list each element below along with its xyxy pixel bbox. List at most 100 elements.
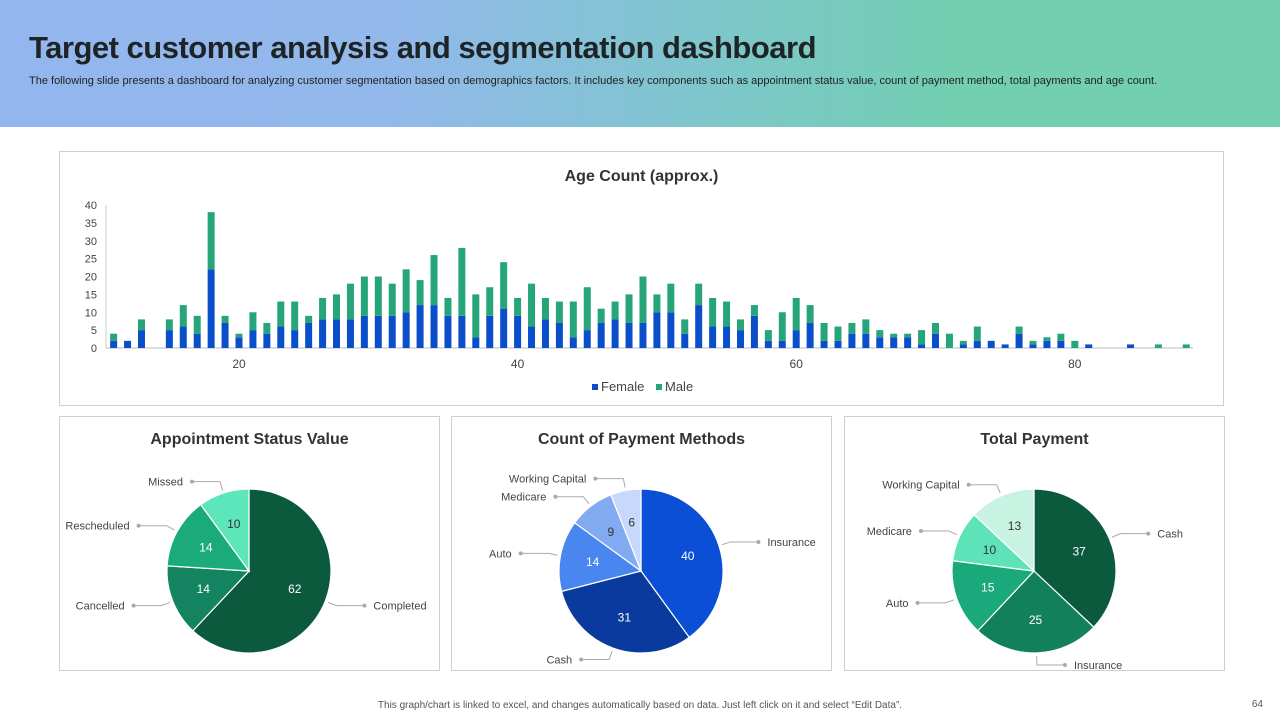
bar-male [207, 212, 215, 270]
bar-male [932, 322, 939, 334]
bar-male [834, 326, 842, 341]
bar-female [904, 337, 912, 348]
bar-female [736, 330, 744, 348]
bar-female [750, 315, 758, 348]
bar-male [458, 247, 466, 316]
total-payment-panel[interactable]: Total Payment 37 Cash 25 Insurance 15 Auto 10 M… [844, 416, 1225, 672]
bar-female [820, 340, 828, 348]
bar-female [430, 305, 438, 348]
bar-female [1085, 344, 1093, 348]
leader-dot [518, 551, 523, 556]
bar-male [959, 340, 967, 345]
bar-male [806, 305, 814, 323]
bar-female [458, 315, 466, 348]
age-count-chart-panel[interactable]: Age Count (approx.) 0 5 10 15 20 25 30 35 40 20 40… [59, 151, 1224, 406]
bar-female [541, 319, 549, 348]
bar-female [848, 333, 856, 348]
legend-swatch-female [592, 384, 598, 390]
pie-category-label: Working Capital [882, 480, 959, 492]
pie-slice-insurance [977, 570, 1095, 654]
bar-female [653, 312, 661, 348]
bar-male [625, 294, 633, 323]
legend-swatch-male [656, 384, 662, 390]
pie-value-label: 13 [1008, 519, 1022, 533]
bar-female [709, 326, 717, 348]
bar-female [625, 322, 633, 348]
pie-value-label: 31 [618, 610, 632, 624]
pie-category-label: Insurance [767, 537, 815, 549]
pie-value-label: 40 [681, 549, 695, 563]
total-payment-pie-chart: 37 Cash 25 Insurance 15 Auto 10 Medicare 13 Worki… [867, 480, 1183, 672]
leader-line [920, 530, 958, 536]
bar-male [792, 297, 800, 331]
y-tick-label: 30 [85, 236, 97, 248]
pie-value-label: 25 [1029, 613, 1043, 627]
bar-male [541, 297, 549, 320]
bar-female [1127, 344, 1135, 348]
bar-female [500, 308, 508, 348]
bar-female [221, 322, 229, 348]
leader-dot [593, 476, 598, 481]
bar-male [1071, 340, 1079, 348]
bar-female [179, 326, 187, 348]
leader-dot [966, 482, 971, 487]
bar-female [764, 340, 772, 348]
y-tick-label: 40 [85, 200, 97, 212]
y-tick-label: 15 [85, 289, 97, 301]
bar-male [667, 283, 675, 313]
bar-female [263, 333, 271, 348]
y-tick-label: 20 [85, 272, 97, 284]
leader-line [555, 496, 590, 505]
bar-male [444, 297, 452, 316]
bar-male [890, 333, 898, 338]
bar-male [486, 287, 494, 316]
bar-male [193, 315, 201, 334]
leader-dot [1146, 531, 1151, 536]
leader-dot [553, 494, 558, 499]
bar-male [472, 294, 480, 338]
bar-male [277, 301, 285, 327]
bar-male [695, 283, 703, 306]
x-tick-label: 20 [232, 357, 246, 371]
bar-male [723, 301, 731, 327]
bar-male [416, 280, 424, 306]
bar-male [319, 297, 327, 320]
bar-male [904, 333, 912, 338]
pie-category-label: Auto [489, 548, 512, 560]
bar-female [1029, 344, 1037, 348]
bar-male [918, 330, 926, 345]
leader-dot [189, 479, 194, 484]
bar-female [319, 319, 327, 348]
page-title: Target customer analysis and segmentatio… [29, 30, 817, 65]
pie-category-label: Cancelled [76, 601, 125, 613]
leader-line [1036, 655, 1065, 666]
y-tick-label: 35 [85, 218, 97, 230]
bar-male [555, 301, 563, 323]
pie-category-label: Rescheduled [65, 521, 129, 533]
bar-female [291, 330, 299, 348]
bar-female [862, 333, 870, 348]
x-tick-label: 40 [511, 357, 525, 371]
leader-dot [362, 603, 367, 608]
bar-male [1043, 337, 1051, 341]
bar-female [346, 319, 354, 348]
pie-category-label: Insurance [1074, 660, 1122, 672]
bar-female [1043, 340, 1051, 348]
bar-female [137, 330, 145, 348]
payment-methods-panel[interactable]: Count of Payment Methods 40 Insurance 31 Ca… [451, 416, 832, 671]
appointment-status-panel[interactable]: Appointment Status Value 62 Completed 14 Ca… [59, 416, 440, 671]
bar-male [360, 276, 368, 316]
bar-female [959, 344, 967, 348]
bar-male [1029, 340, 1037, 345]
bar-female [444, 315, 452, 348]
leader-line [327, 601, 365, 607]
bar-female [249, 330, 257, 348]
bar-female [834, 340, 842, 348]
pie-category-label: Completed [373, 601, 426, 613]
bar-female [388, 315, 396, 348]
leader-dot [1062, 662, 1067, 667]
bar-male [374, 276, 382, 316]
bar-male [333, 294, 341, 320]
bar-male [165, 319, 173, 331]
bar-male [820, 322, 828, 341]
